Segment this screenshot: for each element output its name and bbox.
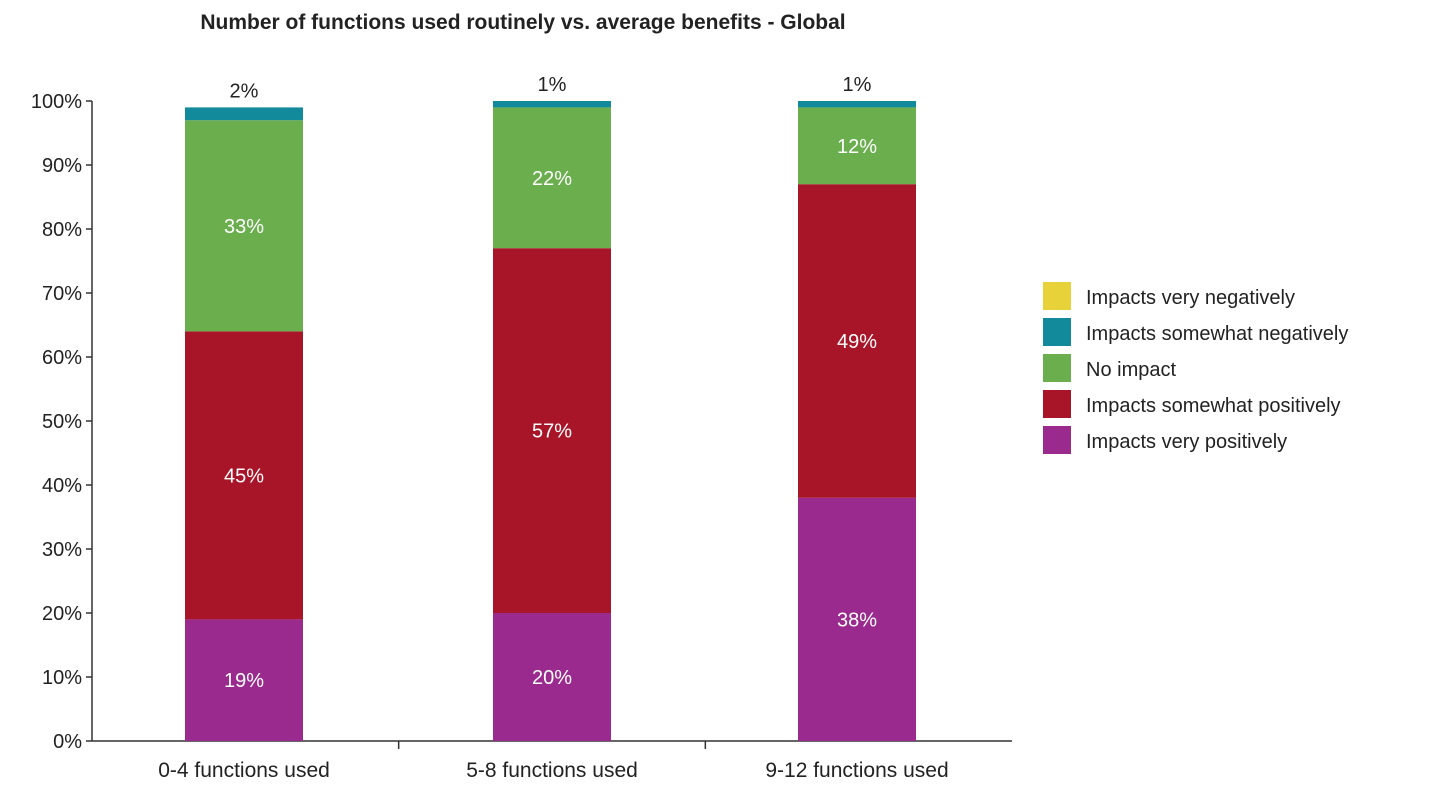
legend-swatch: [1043, 390, 1071, 418]
data-labels: 19% 45% 33% 2% 20% 57% 22% 1% 38% 49% 12% 1%: [224, 74, 877, 692]
data-label: 22%: [532, 168, 572, 190]
bar-segment: [493, 248, 611, 613]
y-tick-label: 100%: [31, 91, 82, 113]
data-label: 49%: [837, 331, 877, 353]
bar-segment: [493, 107, 611, 249]
x-tick-label: 5-8 functions used: [466, 759, 638, 782]
bar-segment: [185, 107, 303, 121]
bar-segment: [185, 120, 303, 332]
y-tick-label: 0%: [53, 731, 82, 753]
y-tick-label: 90%: [42, 155, 82, 177]
bar-segment: [185, 619, 303, 741]
y-tick-label: 20%: [42, 603, 82, 625]
y-tick-label: 10%: [42, 667, 82, 689]
data-label: 33%: [224, 216, 264, 238]
data-label: 19%: [224, 670, 264, 692]
data-label: 57%: [532, 421, 572, 443]
legend-label: Impacts very positively: [1086, 431, 1287, 453]
data-label: 2%: [230, 80, 259, 102]
bar-segment: [798, 184, 916, 498]
chart-title: Number of functions used routinely vs. a…: [200, 11, 845, 34]
bar-segment: [185, 331, 303, 620]
bar-segment: [798, 107, 916, 185]
bars: [185, 101, 916, 741]
data-label: 1%: [538, 74, 567, 96]
x-tick-label: 0-4 functions used: [158, 759, 330, 782]
y-tick-label: 50%: [42, 411, 82, 433]
legend-label: Impacts somewhat positively: [1086, 395, 1341, 417]
y-tick-label: 70%: [42, 283, 82, 305]
bar-segment: [798, 101, 916, 108]
data-label: 1%: [843, 74, 872, 96]
y-tick-label: 40%: [42, 475, 82, 497]
bar-segment: [798, 497, 916, 741]
legend-swatch: [1043, 426, 1071, 454]
axes: 0% 10% 20% 30% 40% 50% 60% 70% 80% 90% 100% 0-4 fun…: [31, 91, 1012, 782]
x-tick-label: 9-12 functions used: [765, 759, 948, 782]
legend-swatch: [1043, 354, 1071, 382]
legend-label: No impact: [1086, 359, 1176, 381]
legend: Impacts very negatively Impacts somewhat …: [1043, 282, 1348, 454]
data-label: 12%: [837, 136, 877, 158]
data-label: 38%: [837, 609, 877, 631]
bar-segment: [493, 613, 611, 741]
legend-label: Impacts somewhat negatively: [1086, 323, 1348, 345]
data-label: 20%: [532, 667, 572, 689]
data-label: 45%: [224, 465, 264, 487]
y-tick-label: 60%: [42, 347, 82, 369]
y-tick-label: 80%: [42, 219, 82, 241]
y-tick-label: 30%: [42, 539, 82, 561]
legend-swatch: [1043, 282, 1071, 310]
legend-label: Impacts very negatively: [1086, 287, 1295, 309]
legend-swatch: [1043, 318, 1071, 346]
bar-segment: [493, 101, 611, 108]
